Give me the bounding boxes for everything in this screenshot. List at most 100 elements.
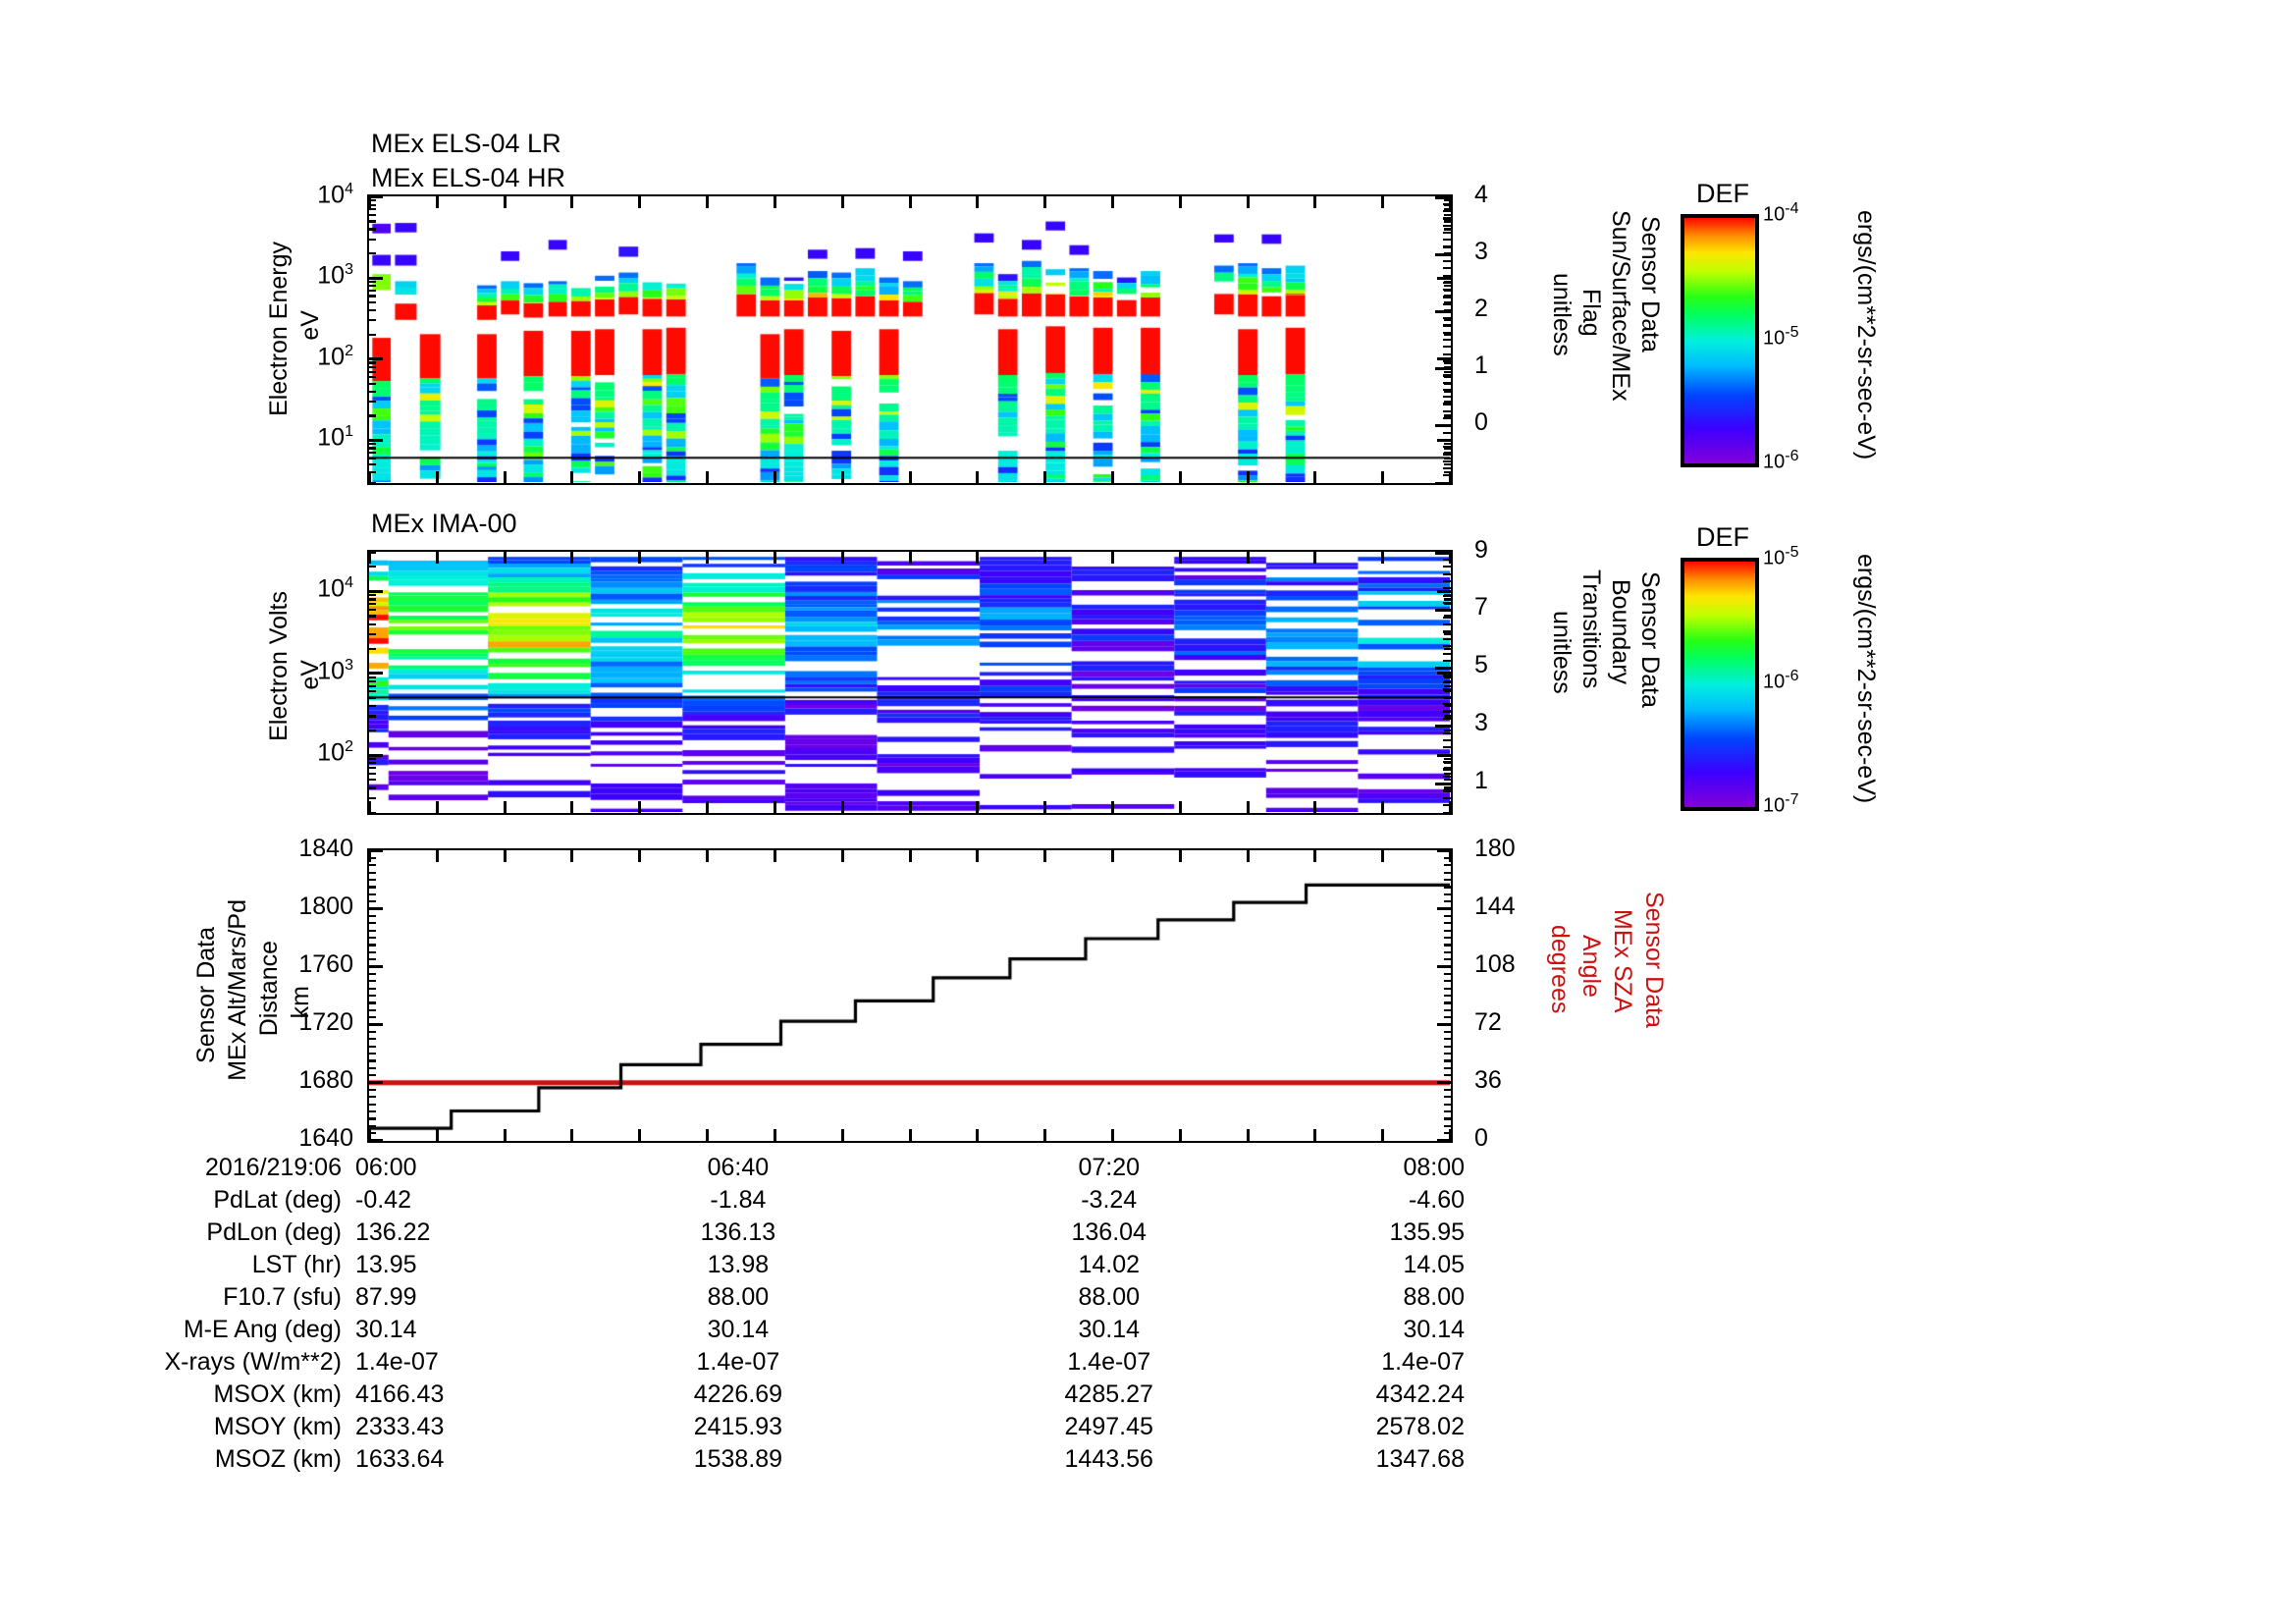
ima-spectrogram-canvas [369, 552, 1450, 812]
ima-ylabel-right-line1: Sensor Data [1636, 571, 1664, 708]
table-cell: 07:20 [1078, 1154, 1140, 1181]
colorbar-els-tick-mid: 10-5 [1763, 324, 1799, 350]
els-ylabel-right-line1: Sensor Data [1636, 216, 1664, 352]
table-cell: 06:40 [707, 1154, 770, 1181]
table-cell: 1.4e-07 [696, 1348, 780, 1376]
table-cell: 13.95 [355, 1251, 417, 1278]
els-spectrogram-panel [367, 194, 1453, 485]
els-ylabel-right-line4: unitless [1548, 273, 1575, 356]
table-row-label: M-E Ang (deg) [183, 1316, 342, 1343]
els-lr-title: MEx ELS-04 LR [371, 129, 561, 158]
ima-title: MEx IMA-00 [371, 509, 517, 538]
els-rtick-3: 3 [1474, 237, 1488, 265]
table-cell: 2333.43 [355, 1413, 445, 1440]
els-ylabel-right: Sensor Data Sun/Surface/MEx Flag unitles… [1541, 194, 1669, 489]
ima-rtick-3: 3 [1474, 709, 1488, 737]
table-cell: 30.14 [1403, 1316, 1465, 1343]
colorbar-els-tick-top: 10-4 [1763, 200, 1799, 226]
table-cell: -3.24 [1081, 1186, 1138, 1214]
sza-rtick-180: 180 [1474, 834, 1516, 862]
table-cell: 14.05 [1403, 1251, 1465, 1278]
ima-rtick-7: 7 [1474, 593, 1488, 622]
table-row-label: MSOZ (km) [214, 1445, 342, 1473]
table-cell: 13.98 [707, 1251, 770, 1278]
ima-ylabel-left-line2: eV [296, 660, 324, 690]
ima-rtick-5: 5 [1474, 651, 1488, 679]
table-cell: 136.13 [700, 1218, 776, 1246]
alt-ylabel-left-line4: km [287, 986, 314, 1019]
table-cell: 30.14 [355, 1316, 417, 1343]
colorbar-els-unit: ergs/(cm**2-sr-sec-eV) [1852, 210, 1880, 460]
sza-rtick-0: 0 [1474, 1123, 1488, 1152]
table-cell: 1.4e-07 [355, 1348, 439, 1376]
ima-ylabel-right-line3: Transitions [1577, 569, 1605, 689]
table-cell: 135.95 [1389, 1218, 1465, 1246]
table-cell: 2497.45 [1064, 1413, 1153, 1440]
table-row-label: MSOY (km) [213, 1413, 342, 1440]
table-row-label: PdLon (deg) [206, 1218, 342, 1246]
ima-rtick-1: 1 [1474, 767, 1488, 795]
alt-ylabel-right: Sensor Data MEx SZA Angle degrees [1541, 848, 1679, 1143]
table-cell: 1538.89 [693, 1445, 783, 1473]
table-row-label: 2016/219:06 [204, 1154, 342, 1181]
table-row-label: X-rays (W/m**2) [164, 1348, 342, 1376]
colorbar-els-box [1681, 214, 1759, 467]
alt-ylabel-left: Sensor Data MEx Alt/Mars/Pd Distance km [192, 848, 330, 1143]
table-cell: 06:00 [355, 1154, 417, 1181]
table-row-label: PdLat (deg) [213, 1186, 342, 1214]
table-cell: 88.00 [707, 1283, 770, 1311]
table-cell: 1.4e-07 [1381, 1348, 1465, 1376]
ima-ylabel-right-line4: unitless [1548, 611, 1575, 694]
table-cell: 4285.27 [1064, 1380, 1153, 1408]
sza-rtick-108: 108 [1474, 949, 1516, 978]
els-hr-title: MEx ELS-04 HR [371, 163, 566, 192]
altitude-line-canvas [369, 850, 1450, 1140]
els-ylabel-left-line1: Electron Energy [265, 242, 293, 416]
table-cell: 136.04 [1071, 1218, 1147, 1246]
altitude-panel [367, 848, 1453, 1143]
table-cell: 30.14 [1078, 1316, 1140, 1343]
colorbar-ima-tick-mid: 10-6 [1763, 668, 1799, 693]
table-cell: 2578.02 [1375, 1413, 1465, 1440]
colorbar-els-tick-bot: 10-6 [1763, 448, 1799, 473]
sza-ylabel-right-line1: Sensor Data [1640, 892, 1668, 1028]
alt-ylabel-left-line1: Sensor Data [192, 927, 220, 1063]
table-cell: 136.22 [355, 1218, 431, 1246]
els-ylabel-left-line2: eV [296, 310, 324, 341]
table-cell: 88.00 [1078, 1283, 1140, 1311]
table-cell: -4.60 [1409, 1186, 1465, 1214]
colorbar-ima-tick-top: 10-5 [1763, 544, 1799, 569]
table-cell: 4166.43 [355, 1380, 445, 1408]
sza-rtick-144: 144 [1474, 892, 1516, 920]
els-rtick-0: 0 [1474, 408, 1488, 437]
table-cell: 4342.24 [1375, 1380, 1465, 1408]
table-cell: -0.42 [355, 1186, 411, 1214]
sza-rtick-36: 36 [1474, 1065, 1502, 1094]
alt-ylabel-left-line3: Distance [255, 941, 283, 1037]
table-cell: 30.14 [707, 1316, 770, 1343]
ima-ylabel-right-line2: Boundary [1607, 579, 1634, 685]
table-cell: -1.84 [710, 1186, 767, 1214]
table-cell: 1347.68 [1375, 1445, 1465, 1473]
els-ylabel-right-line2: Sun/Surface/MEx [1607, 210, 1634, 402]
table-cell: 1633.64 [355, 1445, 445, 1473]
colorbar-ima-box [1681, 558, 1759, 811]
els-ylabel-right-line3: Flag [1577, 289, 1605, 337]
ima-spectrogram-panel [367, 550, 1453, 815]
els-rtick-1: 1 [1474, 352, 1488, 380]
sza-rtick-72: 72 [1474, 1007, 1502, 1036]
table-cell: 14.02 [1078, 1251, 1140, 1278]
table-row-label: LST (hr) [251, 1251, 342, 1278]
colorbar-ima-tick-bot: 10-7 [1763, 791, 1799, 817]
table-cell: 88.00 [1403, 1283, 1465, 1311]
table-cell: 2415.93 [693, 1413, 783, 1440]
sza-ylabel-right-line3: Angle [1577, 935, 1605, 998]
ima-ylabel-left-line1: Electron Volts [265, 591, 293, 741]
table-row-label: MSOX (km) [213, 1380, 342, 1408]
table-cell: 1.4e-07 [1067, 1348, 1151, 1376]
table-row-label: F10.7 (sfu) [223, 1283, 342, 1311]
alt-ylabel-left-line2: MEx Alt/Mars/Pd [224, 899, 251, 1081]
colorbar-els-label: DEF [1696, 179, 1749, 208]
colorbar-ima-label: DEF [1696, 522, 1749, 552]
els-rtick-4: 4 [1474, 180, 1488, 208]
